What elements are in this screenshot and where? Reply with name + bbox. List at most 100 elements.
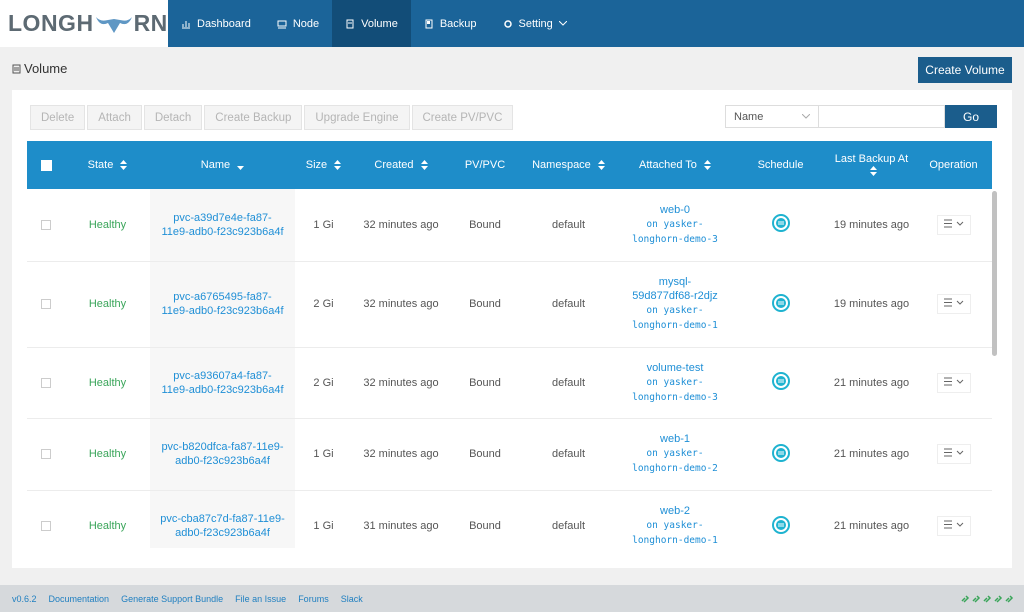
cell: default — [520, 189, 617, 262]
table-row: Healthy pvc-b820dfca-fa87-11e9-adb0-f23c9… — [27, 418, 992, 491]
size: 1 Gi — [313, 218, 334, 231]
nav-item[interactable]: Node — [264, 0, 332, 47]
column-label: PV/PVC — [464, 159, 506, 171]
cell: Bound — [450, 189, 520, 262]
logo-text: RN — [133, 10, 168, 36]
footer-link[interactable]: Slack — [340, 593, 363, 604]
row-checkbox[interactable] — [41, 219, 51, 230]
pv-pvc: Bound — [469, 298, 501, 310]
size: 1 Gi — [313, 520, 334, 532]
nav-item[interactable]: Dashboard — [168, 0, 264, 47]
cell: 32 minutes ago — [352, 418, 450, 491]
cell: mysql-59d877df68-r2djz on yasker-longhorn… — [617, 261, 733, 348]
footer-link[interactable]: Generate Support Bundle — [121, 593, 224, 604]
cell: default — [520, 261, 617, 348]
operation-menu[interactable] — [936, 372, 971, 393]
state: Healthy — [88, 298, 127, 310]
cell: pvc-a39d7e4e-fa87-11e9-adb0-f23c923b6a4f — [150, 189, 295, 262]
volume-name-link[interactable]: pvc-a6765495-fa87-11e9-adb0-f23c923b6a4f — [161, 291, 284, 317]
attached-node[interactable]: on yasker-longhorn-demo-3 — [632, 218, 718, 245]
cell: default — [520, 347, 617, 419]
attached-node[interactable]: on yasker-longhorn-demo-2 — [632, 448, 718, 474]
logo[interactable]: LONGH RN — [0, 0, 168, 47]
create-volume-button[interactable]: Create Volume — [918, 57, 1012, 83]
attached-pod[interactable]: web-1 — [660, 433, 690, 445]
row-checkbox[interactable] — [41, 377, 51, 388]
volume-name-link[interactable]: pvc-a93607a4-fa87-11e9-adb0-f23c923b6a4f — [161, 369, 284, 396]
sort-icon — [703, 160, 711, 171]
header-cell[interactable]: Name — [150, 141, 295, 189]
cell — [915, 347, 992, 419]
nav-item[interactable]: Backup — [411, 0, 490, 47]
column-label: State — [87, 159, 114, 171]
attached-pod[interactable]: mysql-59d877df68-r2djz — [632, 276, 718, 302]
nav-item[interactable]: Setting — [490, 0, 580, 47]
footer-link[interactable]: Forums — [298, 593, 329, 604]
header-cell[interactable]: State — [65, 141, 150, 189]
cell: Healthy — [65, 347, 150, 419]
icon — [277, 20, 287, 28]
operation-menu[interactable] — [936, 516, 971, 536]
operation-menu[interactable] — [936, 294, 971, 314]
header-cell[interactable]: Created — [352, 141, 450, 189]
scrollbar[interactable] — [992, 191, 997, 356]
attached-node[interactable]: on yasker-longhorn-demo-1 — [632, 305, 718, 331]
header-cell[interactable]: Attached To — [617, 141, 733, 189]
operation-icon — [943, 377, 963, 385]
table-row: Healthy pvc-cba87c7d-fa87-11e9-adb0-f23c9… — [27, 490, 992, 548]
row-checkbox[interactable] — [41, 299, 51, 310]
table-row: Healthy pvc-a93607a4-fa87-11e9-adb0-f23c9… — [27, 347, 992, 419]
cell: 32 minutes ago — [352, 189, 450, 262]
header-cell[interactable]: Namespace — [520, 141, 617, 189]
action-button[interactable]: Detach — [143, 105, 203, 130]
search: Name Go — [725, 105, 997, 128]
attached-node[interactable]: on yasker-longhorn-demo-1 — [632, 520, 718, 546]
action-button[interactable]: Delete — [30, 105, 86, 130]
column-label: Attached To — [639, 159, 697, 171]
go-button[interactable]: Go — [945, 105, 997, 128]
attached-pod[interactable]: web-0 — [660, 203, 690, 216]
action-button[interactable]: Upgrade Engine — [304, 105, 410, 130]
namespace: default — [551, 448, 586, 460]
created: 32 minutes ago — [363, 218, 439, 231]
icon — [425, 19, 433, 28]
operation-icon — [943, 448, 963, 457]
footer-link[interactable]: Documentation — [48, 593, 110, 604]
cell — [915, 490, 992, 548]
header-cell[interactable]: Last Backup At — [828, 141, 915, 189]
footer-link[interactable]: v0.6.2 — [12, 593, 37, 604]
volume-table: State Name Size Created PV/PVC Namespace … — [27, 141, 992, 548]
select-all-checkbox[interactable] — [40, 159, 52, 171]
row-checkbox[interactable] — [41, 449, 51, 460]
state: Healthy — [88, 520, 127, 532]
cell: 21 minutes ago — [828, 418, 915, 491]
volume-name-link[interactable]: pvc-a39d7e4e-fa87-11e9-adb0-f23c923b6a4f — [161, 211, 284, 238]
search-field-select[interactable]: Name — [725, 105, 819, 128]
cell: 2 Gi — [295, 261, 352, 348]
created: 31 minutes ago — [363, 520, 439, 532]
volume-name-link[interactable]: pvc-b820dfca-fa87-11e9-adb0-f23c923b6a4f — [161, 441, 284, 467]
cell — [915, 418, 992, 491]
search-input[interactable] — [819, 105, 945, 128]
cell: 21 minutes ago — [828, 347, 915, 419]
nav-item[interactable]: Volume — [332, 0, 411, 47]
volume-name-link[interactable]: pvc-cba87c7d-fa87-11e9-adb0-f23c923b6a4f — [160, 513, 285, 539]
row-checkbox[interactable] — [41, 521, 51, 532]
attached-pod[interactable]: web-2 — [660, 505, 690, 517]
action-button[interactable]: Attach — [87, 105, 142, 130]
header-cell[interactable]: Size — [295, 141, 352, 189]
attached-node[interactable]: on yasker-longhorn-demo-3 — [632, 376, 718, 403]
action-button[interactable]: Create Backup — [204, 105, 303, 130]
column-label: Name — [200, 159, 231, 171]
operation-menu[interactable] — [936, 214, 971, 235]
namespace: default — [551, 218, 586, 231]
attached-pod[interactable]: volume-test — [646, 361, 704, 374]
sort-icon — [334, 160, 342, 171]
action-bar: Delete Attach Detach Create Backup Upgrade E… — [30, 105, 514, 130]
size: 1 Gi — [313, 448, 334, 460]
nav-label: Dashboard — [197, 17, 251, 30]
action-button[interactable]: Create PV/PVC — [411, 105, 514, 130]
status-icons — [961, 595, 1014, 603]
operation-menu[interactable] — [936, 444, 971, 464]
footer-link[interactable]: File an Issue — [235, 593, 287, 604]
